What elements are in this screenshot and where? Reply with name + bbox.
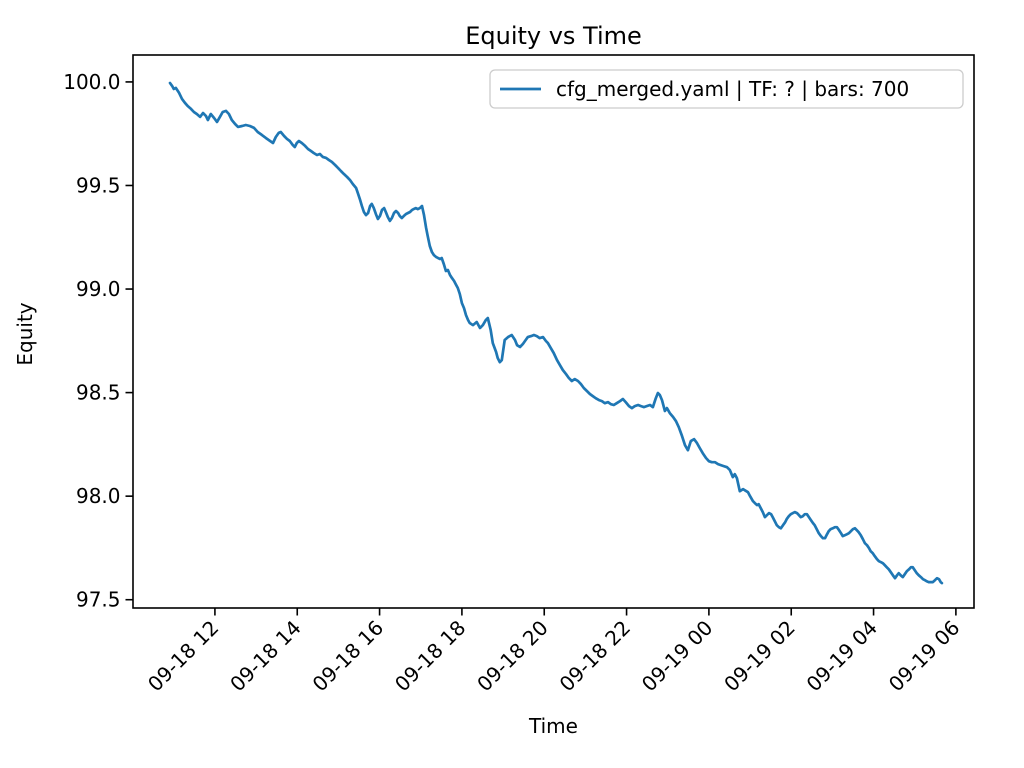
x-tick-label: 09-19 02 xyxy=(719,616,800,697)
legend-frame xyxy=(489,69,964,109)
x-tick-label: 09-19 04 xyxy=(802,616,883,697)
y-tick-label: 99.5 xyxy=(76,173,121,197)
y-tick-label: 99.0 xyxy=(76,277,121,301)
y-tick-label: 97.5 xyxy=(76,588,121,612)
equity-line xyxy=(168,81,944,585)
x-tick-label: 09-18 22 xyxy=(555,616,636,697)
legend-entry-label: cfg_merged.yaml | TF: ? | bars: 700 xyxy=(556,77,909,101)
x-tick-label: 09-19 06 xyxy=(884,616,965,697)
y-axis-label: Equity xyxy=(13,302,37,365)
chart-title: Equity vs Time xyxy=(465,22,642,50)
legend: cfg_merged.yaml | TF: ? | bars: 700 xyxy=(489,69,964,109)
y-tick-label: 98.5 xyxy=(76,381,121,405)
plot-series xyxy=(168,81,944,585)
x-tick-label: 09-18 20 xyxy=(472,616,553,697)
x-tick-label: 09-18 18 xyxy=(390,616,471,697)
plot-border xyxy=(132,54,975,609)
x-tick-label: 09-19 00 xyxy=(637,616,718,697)
x-tick-label: 09-18 16 xyxy=(308,616,389,697)
y-axis-ticks: 97.5 98.0 98.5 99.0 99.5 100.0 xyxy=(63,70,133,612)
x-tick-label: 09-18 14 xyxy=(225,616,306,697)
x-tick-label: 09-18 12 xyxy=(143,616,224,697)
x-axis-label: Time xyxy=(528,714,578,738)
y-tick-label: 98.0 xyxy=(76,484,121,508)
y-tick-label: 100.0 xyxy=(63,70,120,94)
x-axis-ticks: 09-18 12 09-18 14 09-18 16 09-18 18 09-18 20… xyxy=(143,608,965,697)
